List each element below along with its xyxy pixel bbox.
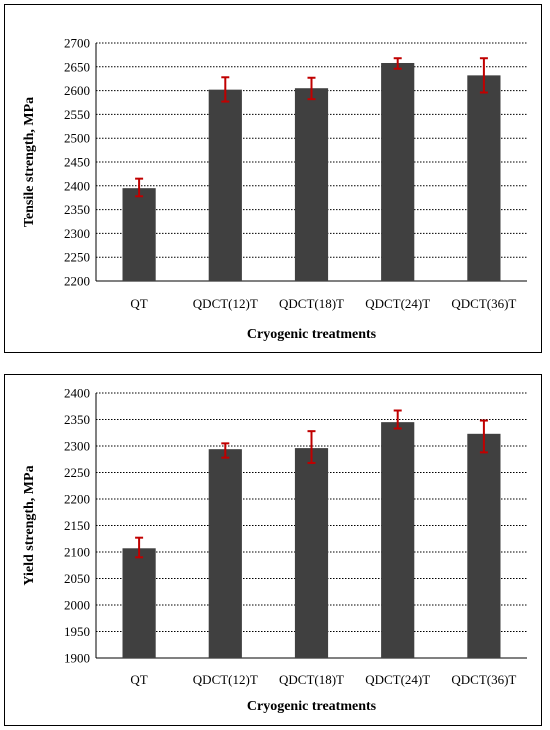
tensile-bar: [294, 88, 329, 281]
tensile-y-tick-label: 2200: [64, 274, 90, 289]
tensile-bar: [467, 75, 501, 281]
tensile-bar: [208, 89, 242, 281]
tensile-bar: [122, 188, 156, 281]
yield-y-tick-label: 1900: [64, 651, 90, 666]
tensile-x-tick-label: QDCT(24)T: [365, 296, 430, 311]
yield-y-tick-label: 2000: [64, 598, 90, 613]
yield-x-tick-label: QDCT(12)T: [193, 672, 258, 687]
yield-bar: [381, 422, 415, 658]
tensile-y-tick-label: 2350: [64, 202, 90, 217]
tensile-x-tick-label: QDCT(12)T: [193, 296, 258, 311]
tensile-y-tick-label: 2550: [64, 107, 90, 122]
tensile-y-tick-label: 2300: [64, 226, 90, 241]
tensile-y-tick-label: 2650: [64, 59, 90, 74]
yield-y-tick-label: 2050: [64, 571, 90, 586]
tensile-y-tick-label: 2600: [64, 83, 90, 98]
tensile-y-tick-label: 2500: [64, 131, 90, 146]
yield-x-tick-label: QDCT(36)T: [451, 672, 516, 687]
yield-y-tick-label: 1950: [64, 624, 90, 639]
yield-y-tick-label: 2100: [64, 545, 90, 560]
tensile-y-tick-label: 2250: [64, 250, 90, 265]
yield-y-tick-label: 2400: [64, 386, 90, 401]
yield-y-tick-label: 2300: [64, 439, 90, 454]
yield-y-tick-label: 2200: [64, 492, 90, 507]
yield-bar: [122, 548, 156, 658]
yield-y-tick-label: 2350: [64, 412, 90, 427]
yield-x-tick-label: QT: [130, 672, 147, 687]
yield-strength-chart-svg: 1900 1950 2000 2050 2100 2150 2200 2250 2300 2350…: [22, 386, 527, 714]
tensile-y-tick-label: 2700: [64, 36, 90, 51]
tensile-strength-chart-svg: 2200 2250 2300 2350 2400 2450 2500 2550 2600 2650…: [22, 36, 527, 342]
tensile-strength-chart: 2200 2250 2300 2350 2400 2450 2500 2550 2600 2650…: [4, 4, 542, 353]
tensile-y-axis-title: Tensile strength, MPa: [22, 97, 37, 227]
yield-bar: [467, 433, 501, 658]
yield-bar: [208, 449, 242, 658]
yield-y-axis-title: Yield strength, MPa: [22, 465, 37, 585]
tensile-bar: [381, 62, 415, 281]
yield-bar: [294, 448, 329, 658]
yield-x-tick-label: QDCT(18)T: [279, 672, 344, 687]
yield-x-tick-label: QDCT(24)T: [365, 672, 430, 687]
tensile-x-tick-label: QDCT(36)T: [451, 296, 516, 311]
tensile-y-tick-label: 2400: [64, 178, 90, 193]
yield-x-axis-title: Cryogenic treatments: [247, 699, 377, 714]
tensile-y-tick-label: 2450: [64, 155, 90, 170]
tensile-x-tick-label: QDCT(18)T: [279, 296, 344, 311]
yield-y-tick-label: 2150: [64, 518, 90, 533]
tensile-x-axis-title: Cryogenic treatments: [247, 327, 377, 342]
yield-strength-chart: 1900 1950 2000 2050 2100 2150 2200 2250 2300 2350…: [4, 374, 542, 726]
yield-y-tick-label: 2250: [64, 465, 90, 480]
tensile-x-tick-label: QT: [130, 296, 147, 311]
